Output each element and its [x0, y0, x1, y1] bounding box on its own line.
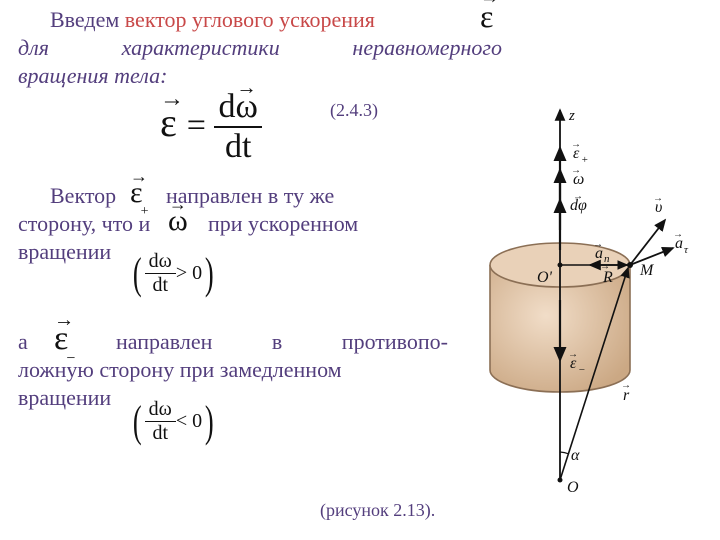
eps-plus-inline: ε+ — [130, 176, 151, 214]
svg-text:τ: τ — [684, 244, 689, 256]
svg-text:→: → — [568, 349, 578, 360]
condition-2: (dωdt< 0) — [130, 398, 217, 445]
svg-text:→: → — [593, 239, 603, 250]
para2-e: вращении — [18, 240, 111, 264]
intro-line-2: для характеристики неравномерного — [18, 36, 502, 60]
svg-text:→: → — [653, 193, 663, 204]
rotation-diagram: z O O' M R → r → α υ → a → τ a → n — [455, 100, 715, 500]
intro-part1: Введем — [50, 7, 125, 32]
M-label: M — [639, 262, 655, 279]
para3-bcd: направлен в противопо- — [116, 330, 448, 354]
svg-text:+: + — [581, 154, 588, 166]
svg-text:→: → — [621, 380, 631, 391]
omega-inline: ω — [168, 204, 188, 238]
O-prime-label: O' — [537, 269, 553, 286]
slide-page: Введем вектор углового ускорения ε для х… — [0, 0, 720, 540]
formula-main: ε = dω dt — [160, 88, 262, 166]
eps-minus-inline: ε− — [54, 320, 77, 362]
para2-b: направлен в ту же — [166, 184, 334, 208]
svg-text:−: − — [578, 364, 585, 376]
alpha-label: α — [571, 447, 580, 464]
para2-d: при ускоренном — [208, 212, 358, 236]
intro-line-3: вращения тела: — [18, 64, 167, 88]
para2-a: Вектор — [50, 184, 116, 208]
condition-1: (dωdt> 0) — [130, 250, 217, 297]
svg-text:→: → — [571, 139, 581, 150]
intro-line-1: Введем вектор углового ускорения — [50, 8, 690, 32]
epsilon-inline-top: ε — [480, 0, 493, 35]
figure-caption: (рисунок 2.13). — [320, 500, 435, 521]
para3-a: а — [18, 330, 28, 354]
para3-e: ложную сторону при замедленном — [18, 358, 342, 382]
svg-text:n: n — [604, 253, 610, 265]
intro-emphasis: вектор углового ускорения — [125, 7, 375, 32]
O-label: O — [567, 479, 579, 496]
svg-text:→: → — [571, 165, 581, 176]
para2-c: сторону, что и — [18, 212, 150, 236]
svg-text:→: → — [573, 191, 583, 202]
para3-f: вращении — [18, 386, 111, 410]
eq-number-1: (2.4.3) — [330, 100, 378, 121]
z-label: z — [568, 108, 575, 124]
svg-text:→: → — [673, 229, 683, 240]
